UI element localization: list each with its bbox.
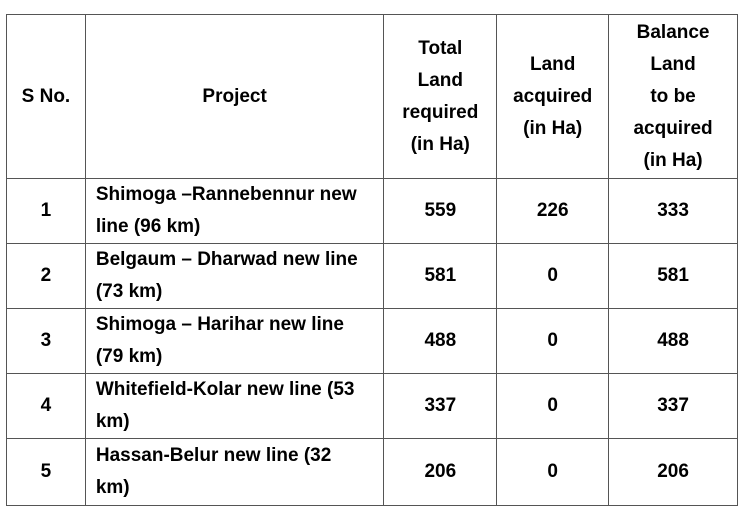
table-row: 1 Shimoga –Rannebennur new line (96 km) 55…	[6, 178, 738, 244]
cell: 0	[496, 438, 610, 506]
cell: 559	[383, 178, 498, 244]
cell: 581	[383, 243, 498, 309]
header-line: Land	[650, 53, 696, 75]
project-cell: Shimoga –Rannebennur new line (96 km)	[84, 178, 385, 244]
cell: 337	[383, 373, 498, 439]
header-line: acquired	[513, 85, 593, 107]
cell: 3	[6, 308, 86, 374]
header-line: (in Ha)	[410, 133, 470, 155]
header-cell: Balance Land to be acquired (in Ha)	[608, 14, 738, 179]
header-line: (in Ha)	[643, 149, 703, 171]
table-row: 3 Shimoga – Harihar new line (79 km) 488 0 4…	[6, 308, 738, 374]
table-body: 1 Shimoga –Rannebennur new line (96 km) 55…	[6, 178, 738, 506]
cell: 226	[496, 178, 610, 244]
land-table: S No. Project Total Land required (in Ha) Land…	[6, 14, 738, 506]
header-line: to be	[650, 85, 696, 107]
header-cell: Land acquired (in Ha)	[496, 14, 610, 179]
cell: 337	[608, 373, 738, 439]
project-cell: Hassan-Belur new line (32 km)	[84, 438, 385, 506]
cell: 4	[6, 373, 86, 439]
cell: 333	[608, 178, 738, 244]
header-line: Balance	[636, 21, 710, 43]
cell: 0	[496, 243, 610, 309]
project-cell: Belgaum – Dharwad new line (73 km)	[84, 243, 385, 309]
header-line: Project	[202, 85, 267, 107]
cell: 0	[496, 308, 610, 374]
table-row: 5 Hassan-Belur new line (32 km) 206 0 206	[6, 438, 738, 506]
header-line: Land	[417, 69, 463, 91]
header-line: S No.	[21, 85, 71, 107]
header-line: required	[402, 101, 479, 123]
cell: 2	[6, 243, 86, 309]
header-cell: Total Land required (in Ha)	[383, 14, 498, 179]
header-line: acquired	[633, 117, 713, 139]
table-row: 4 Whitefield-Kolar new line (53 km) 337 0 33…	[6, 373, 738, 439]
header-line: Total	[418, 37, 463, 59]
cell: 1	[6, 178, 86, 244]
cell: 488	[383, 308, 498, 374]
header-line: Land	[529, 53, 576, 75]
cell: 206	[383, 438, 498, 506]
cell: 5	[6, 438, 86, 506]
project-cell: Whitefield-Kolar new line (53 km)	[84, 373, 385, 439]
project-cell: Shimoga – Harihar new line (79 km)	[84, 308, 385, 374]
cell: 206	[608, 438, 738, 506]
table-row: 2 Belgaum – Dharwad new line (73 km) 581 0 5…	[6, 243, 738, 309]
cell: 0	[496, 373, 610, 439]
cell: 581	[608, 243, 738, 309]
header-cell: S No.	[6, 14, 86, 179]
header-cell: Project	[84, 14, 385, 179]
cell: 488	[608, 308, 738, 374]
header-row: S No. Project Total Land required (in Ha) Land…	[6, 14, 738, 179]
header-line: (in Ha)	[523, 117, 583, 139]
